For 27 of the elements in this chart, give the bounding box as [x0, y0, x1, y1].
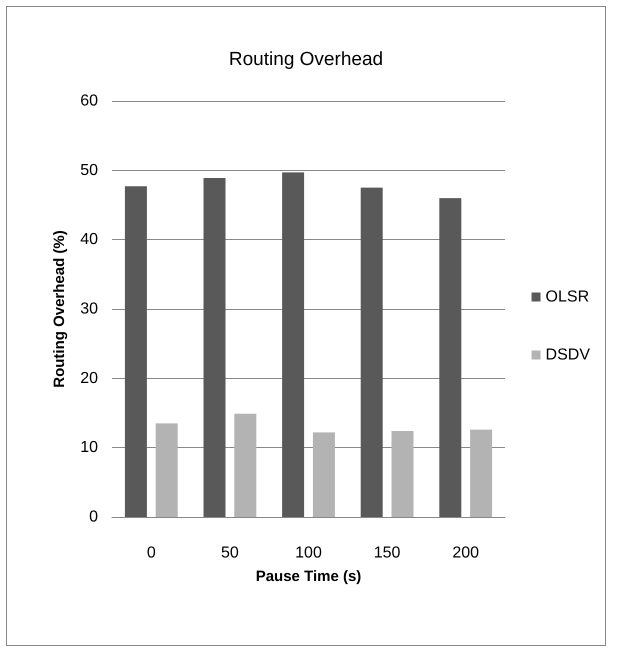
x-tick-label: 150: [374, 544, 401, 562]
x-tick-label: 0: [146, 544, 156, 562]
chart-title: Routing Overhead: [228, 49, 384, 70]
y-tick-label: 60: [80, 92, 98, 110]
bar: [204, 178, 226, 517]
y-tick-label: 50: [80, 162, 98, 179]
x-axis-title: Pause Time (s): [256, 568, 362, 585]
y-tick-label: 10: [80, 439, 98, 456]
x-tick-label: 50: [221, 544, 239, 562]
y-axis-title: Routing Overhead (%): [51, 230, 68, 388]
bar: [470, 430, 492, 517]
x-tick-label: 100: [295, 544, 322, 562]
y-tick-label: 40: [80, 231, 98, 248]
bar: [282, 172, 304, 517]
y-tick-label: 20: [80, 370, 98, 387]
bar: [312, 432, 335, 517]
legend-label: DSDV: [546, 346, 590, 364]
bar: [234, 414, 256, 517]
bar: [156, 423, 178, 517]
y-tick-label: 30: [80, 300, 98, 318]
bar: [392, 431, 414, 517]
bar: [124, 186, 147, 517]
legend-label: OLSR: [546, 288, 590, 306]
bar: [360, 188, 383, 517]
bar: [439, 198, 462, 517]
y-tick-label: 0: [89, 508, 98, 526]
x-tick-label: 200: [452, 544, 480, 562]
